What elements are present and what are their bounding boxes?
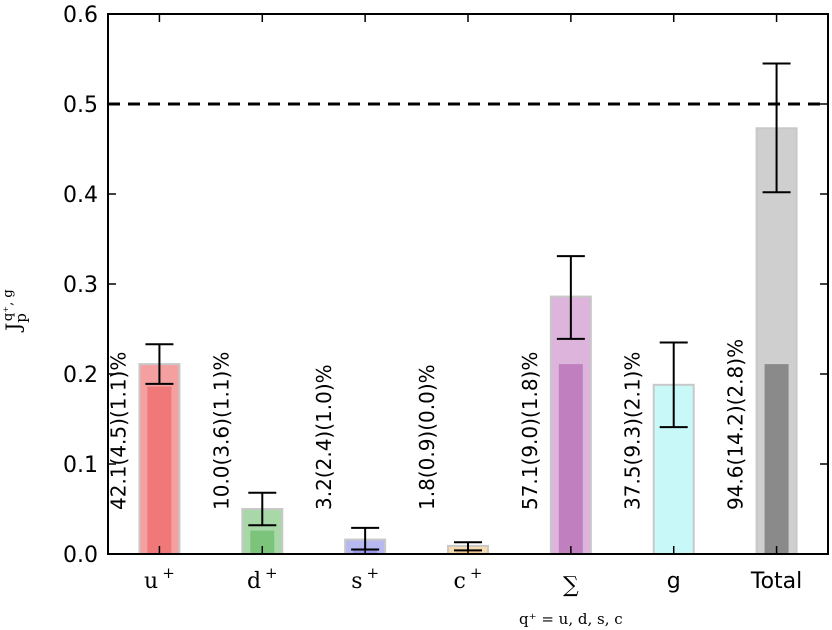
x-tick-label-d: d + [247, 564, 278, 594]
bar-label-sum: 57.1(9.0)(1.8)% [518, 352, 542, 510]
y-axis-ticks: 0.0 0.1 0.2 0.3 0.4 0.5 0.6 [63, 3, 828, 568]
y-tick-label: 0.3 [63, 273, 98, 298]
y-tick-label: 0.5 [63, 93, 98, 118]
x-tick-label-sum: ∑ [563, 573, 579, 598]
y-tick-label: 0.0 [63, 543, 98, 568]
y-tick-label: 0.1 [63, 453, 98, 478]
y-tick-label: 0.2 [63, 363, 98, 388]
bar-label-u: 42.1(4.5)(1.1)% [106, 352, 130, 510]
y-tick-label: 0.6 [63, 3, 98, 28]
bar-label-c: 1.8(0.9)(0.0)% [415, 364, 439, 510]
y-tick-label: 0.4 [63, 183, 98, 208]
y-axis-label: Jpq⁺, g [1, 289, 30, 332]
x-tick-label-c: c + [454, 564, 483, 594]
bars-layer [138, 127, 798, 556]
bar-label-g: 37.5(9.3)(2.1)% [621, 352, 645, 510]
bar-inner-d [250, 530, 275, 554]
bar-inner-u [147, 386, 172, 554]
x-tick-label-total: Total [750, 569, 802, 594]
bar-value-labels: 42.1(4.5)(1.1)% 10.0(3.6)(1.1)% 3.2(2.4)(1… [106, 339, 747, 510]
x-tick-sublabel-sum: q⁺ = u, d, s, c [519, 610, 623, 628]
x-tick-label-u: u + [144, 564, 175, 594]
x-tick-label-s: s + [351, 564, 379, 594]
bar-label-s: 3.2(2.4)(1.0)% [312, 364, 336, 510]
bar-label-total: 94.6(14.2)(2.8)% [724, 339, 748, 510]
bar-label-d: 10.0(3.6)(1.1)% [209, 352, 233, 510]
x-tick-label-g: g [667, 569, 681, 594]
bar-inner-sum [558, 364, 583, 554]
bar-inner-total [764, 364, 789, 554]
